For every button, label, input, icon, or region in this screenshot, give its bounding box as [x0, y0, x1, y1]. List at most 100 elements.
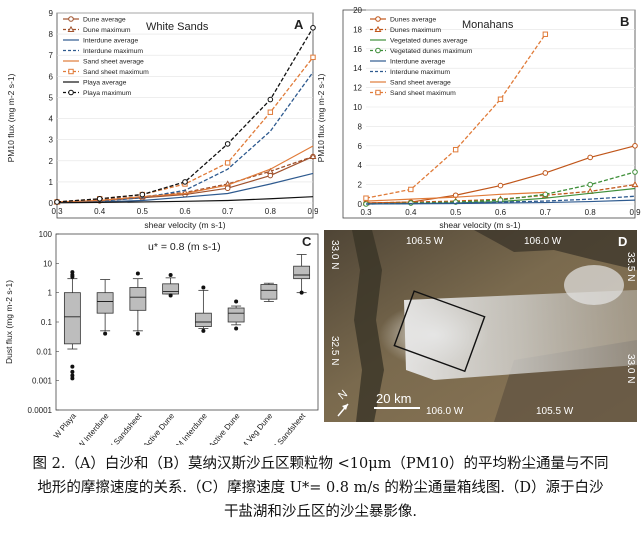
- c-category-label: W Sandsheet: [106, 411, 144, 445]
- b-xtick-label: 0.4: [405, 208, 417, 217]
- a-series-line-6: [56, 196, 314, 204]
- b-legend-marker: [374, 25, 382, 32]
- b-legend-label: Dunes maximum: [390, 27, 441, 34]
- lon-label-bottom-left: 106.0 W: [426, 406, 464, 417]
- a-data-point: [266, 167, 274, 174]
- a-data-point: [310, 24, 316, 31]
- c-ytick-label: 10: [43, 259, 52, 268]
- c-box: [129, 287, 147, 311]
- b-data-point: [632, 143, 638, 149]
- a-data-point: [224, 141, 231, 147]
- b-data-point: [497, 182, 504, 189]
- b-ytick-label: 6: [358, 142, 363, 151]
- chart-c-title: u* = 0.8 (m s-1): [148, 241, 221, 253]
- c-outlier: [135, 271, 140, 276]
- c-ytick-label: 1: [48, 289, 53, 298]
- b-data-point: [587, 154, 593, 161]
- b-xtick-label: 0.5: [450, 208, 462, 217]
- a-data-point: [310, 54, 316, 61]
- a-ytick-label: 1: [49, 178, 54, 187]
- c-outlier: [168, 293, 173, 298]
- b-ytick-label: 8: [358, 122, 363, 131]
- mountain-ridge-left: [352, 230, 384, 422]
- c-outlier: [135, 331, 140, 336]
- b-data-point: [542, 191, 549, 198]
- c-category-label: M Veg Dune: [239, 411, 275, 445]
- b-xtick-label: 0.9: [629, 208, 641, 217]
- c-outlier: [70, 270, 75, 275]
- lat-label-mid-right: 33.0 N: [625, 354, 636, 383]
- c-category-label: M Sandsheet: [270, 411, 308, 445]
- lat-label-top-right: 33.5 N: [625, 252, 636, 281]
- chart-c-frame: [55, 233, 319, 411]
- panel-d-letter: D: [618, 234, 627, 249]
- c-ytick-label: 0.01: [36, 347, 52, 356]
- b-ytick-label: 20: [353, 6, 362, 15]
- c-outlier: [168, 273, 173, 278]
- c-ytick-label: 0.1: [41, 318, 53, 327]
- b-xtick-label: 0.7: [540, 208, 552, 217]
- a-legend-label: Dune average: [83, 17, 126, 24]
- c-box: [227, 307, 245, 323]
- a-xtick-label: 0.3: [51, 207, 63, 216]
- c-box: [293, 265, 311, 280]
- b-data-point: [632, 169, 638, 175]
- b-ytick-label: 2: [358, 181, 363, 190]
- c-ytick-label: 100: [39, 230, 53, 239]
- a-data-point: [267, 109, 274, 115]
- chart-b-title: Monahans: [462, 19, 514, 31]
- lon-label-top-right: 106.0 W: [524, 236, 562, 247]
- a-xtick-label: 0.4: [94, 207, 106, 216]
- b-legend-label: Vegetated dunes average: [390, 38, 468, 45]
- caption-line-1: 图 2.（A）白沙和（B）莫纳汉斯沙丘区颗粒物 <10μm（PM10）的平均粉尘…: [32, 456, 609, 472]
- a-data-point: [267, 172, 274, 179]
- a-data-point: [267, 96, 274, 103]
- b-data-point: [542, 170, 549, 176]
- a-xtick-label: 0.8: [265, 207, 277, 216]
- c-box: [194, 312, 212, 327]
- study-box: [393, 290, 486, 373]
- a-xtick-label: 0.7: [222, 207, 234, 216]
- b-legend-marker: [375, 89, 381, 96]
- a-ytick-label: 6: [49, 72, 54, 81]
- c-outlier: [70, 369, 75, 374]
- c-outlier: [234, 299, 239, 304]
- c-category-label: W Playa: [52, 411, 78, 440]
- c-outlier: [103, 331, 108, 336]
- b-series-line-5: [365, 195, 636, 205]
- b-legend-label: Interdune maximum: [390, 69, 450, 76]
- lon-label-bottom-right: 105.5 W: [536, 406, 574, 417]
- a-data-point: [224, 185, 231, 192]
- a-data-point: [96, 195, 103, 202]
- figure-caption: 图 2.（A）白沙和（B）莫纳汉斯沙丘区颗粒物 <10μm（PM10）的平均粉尘…: [0, 452, 641, 524]
- a-legend-marker: [68, 16, 74, 22]
- b-ytick-label: 18: [353, 25, 362, 34]
- b-ytick-label: 0: [358, 200, 363, 209]
- b-xtick-label: 0.6: [495, 208, 507, 217]
- b-series-line-6: [365, 191, 546, 202]
- chart-a-title: White Sands: [146, 21, 209, 33]
- c-outlier: [234, 326, 239, 331]
- a-ytick-label: 3: [49, 136, 54, 145]
- b-xtick-label: 0.3: [360, 208, 372, 217]
- a-ytick-label: 0: [49, 199, 54, 208]
- c-outlier: [70, 274, 75, 279]
- panel-b-letter: B: [620, 14, 629, 29]
- lon-label-top-left: 106.5 W: [406, 236, 444, 247]
- a-ytick-label: 4: [49, 115, 54, 124]
- a-data-point: [139, 191, 146, 198]
- lat-label-mid-left: 32.5 N: [329, 336, 340, 365]
- a-xtick-label: 0.5: [137, 207, 149, 216]
- scale-label: 20 km: [376, 391, 411, 406]
- c-box: [260, 284, 278, 300]
- b-xtick-label: 0.8: [585, 208, 597, 217]
- b-ytick-label: 16: [353, 45, 362, 54]
- a-data-point: [224, 160, 231, 166]
- a-legend-label: Interdune average: [83, 38, 138, 45]
- a-legend-marker: [68, 89, 74, 96]
- b-ytick-label: 4: [358, 161, 363, 170]
- c-outlier: [70, 376, 75, 381]
- b-data-point: [542, 31, 549, 37]
- c-outlier: [299, 290, 304, 295]
